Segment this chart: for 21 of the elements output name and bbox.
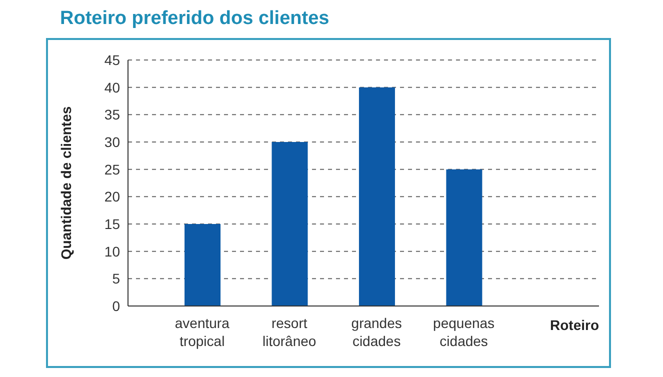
chart-title: Roteiro preferido dos clientes [60,8,330,30]
y-tick-label: 15 [104,216,120,232]
y-axis-title: Quantidade de clientes [58,106,74,260]
y-tick-label: 30 [104,134,120,150]
y-tick-label: 20 [104,188,120,205]
y-tick-label: 5 [112,270,120,287]
y-tick-label: 25 [104,161,120,178]
bar [272,142,308,306]
x-tick-label: aventura tropical [174,315,230,349]
y-tick-label: 10 [104,243,120,260]
x-tick-label: resort litorâneo [262,315,316,349]
y-tick-label: 40 [104,79,120,96]
bar [184,224,221,306]
x-axis-title: Roteiro [550,317,599,333]
y-tick-label: 45 [104,52,120,68]
bar [358,87,395,306]
bar [446,169,482,306]
x-tick-label: pequenas cidades [433,315,495,349]
y-tick-label: 35 [104,106,120,123]
y-tick-label: 0 [112,298,120,314]
x-tick-label: grandes cidades [351,315,402,349]
